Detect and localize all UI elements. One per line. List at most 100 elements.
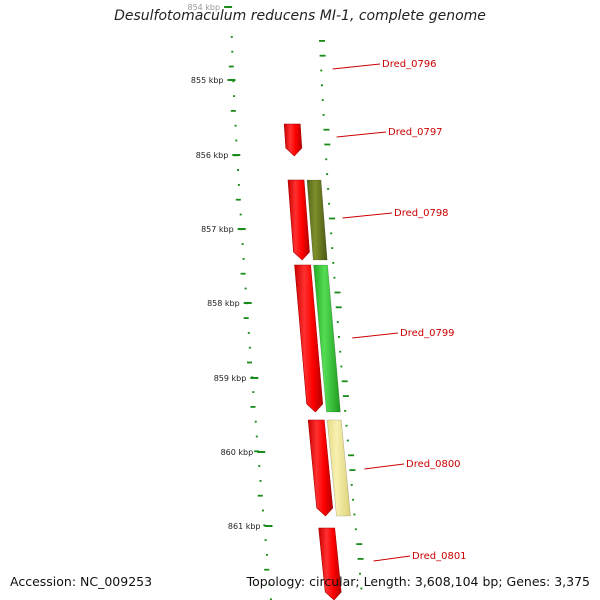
gc-skew-mark — [360, 587, 363, 590]
gc-skew-mark — [232, 80, 235, 83]
gene-track — [283, 123, 351, 600]
gc-skew-mark — [334, 291, 341, 294]
gc-skew-mark — [257, 494, 263, 497]
gc-skew-mark — [264, 539, 267, 541]
gc-skew-mark — [235, 198, 241, 201]
gc-skew-mark — [346, 439, 349, 442]
tick-mark — [243, 302, 252, 304]
gene-block-paired[interactable] — [313, 264, 341, 413]
tick-label: 861 kbp — [228, 522, 261, 531]
gc-skew-mark — [248, 346, 251, 349]
gc-skew-mark — [234, 124, 237, 127]
gene-label[interactable]: Dred_0799 — [400, 328, 455, 339]
gc-skew-mark — [259, 480, 262, 482]
tick-label: 858 kbp — [207, 299, 240, 308]
gene-block-forward[interactable] — [283, 123, 303, 157]
gc-skew-mark — [335, 306, 342, 309]
gc-skew-mark — [242, 258, 245, 260]
gc-skew-mark — [342, 395, 349, 397]
label-leader-line — [332, 63, 381, 70]
tick-mark — [257, 451, 266, 453]
gc-skew-mark — [353, 513, 356, 516]
gc-skew-mark — [250, 406, 256, 408]
gene-label[interactable]: Dred_0798 — [394, 208, 449, 219]
gc-skew-mark — [264, 568, 270, 571]
gene-label[interactable]: Dred_0796 — [382, 59, 437, 70]
map-title: Desulfotomaculum reducens MI-1, complete… — [114, 8, 486, 24]
gene-block-forward[interactable] — [287, 179, 310, 261]
gc-skew-mark — [338, 336, 340, 338]
gc-skew-mark — [344, 410, 347, 412]
gc-skew-mark — [332, 262, 335, 264]
gene-label[interactable]: Dred_0800 — [406, 459, 461, 470]
gc-skew-mark — [252, 391, 255, 393]
gc-skew-mark — [329, 217, 336, 220]
tick-mark — [224, 6, 233, 8]
gc-skew-mark — [339, 350, 342, 353]
gc-skew-mark — [240, 272, 246, 275]
gene-label[interactable]: Dred_0797 — [388, 127, 443, 138]
gc-skew-mark — [231, 50, 234, 53]
gc-skew-mark — [323, 128, 330, 131]
top-fade — [270, 0, 390, 10]
tick-label: 860 kbp — [221, 448, 254, 457]
tick-label: 854 kbp — [187, 3, 220, 12]
tick-label: 855 kbp — [191, 76, 224, 85]
tick-label: 856 kbp — [196, 151, 229, 160]
gc-skew-mark — [324, 143, 331, 146]
gc-skew-mark — [321, 84, 323, 87]
gene-block-forward[interactable] — [294, 264, 324, 413]
gc-skew-mark — [237, 184, 240, 186]
gene-block-paired[interactable] — [326, 419, 351, 517]
gc-skew-mark — [326, 173, 329, 175]
gene-block-paired[interactable] — [306, 179, 328, 261]
gc-skew-mark — [254, 420, 257, 423]
gc-skew-mark — [359, 572, 361, 575]
label-leader-line — [373, 555, 411, 562]
gene-labels: Dred_0796 Dred_0797 Dred_0798 Dred_0799 Dred… — [332, 59, 467, 562]
gc-skew-mark — [350, 484, 353, 486]
gc-skew-mark — [230, 36, 233, 38]
gc-skew-mark — [321, 99, 324, 101]
scale-ticks: 854 kbp 855 kbp 856 kbp 857 kbp 858 kbp 859 k… — [187, 3, 273, 531]
gc-skew-mark — [247, 332, 250, 334]
gc-skew-mark — [241, 243, 244, 245]
gc-skew-mark — [330, 232, 333, 235]
gc-skew-mark — [340, 365, 343, 368]
gc-skew-mark — [325, 158, 328, 161]
gc-skew-mark — [237, 169, 239, 171]
gc-skew-mark — [262, 509, 264, 512]
gc-skew-mark — [336, 321, 339, 323]
gene-block-forward[interactable] — [307, 419, 334, 517]
gc-skew-mark — [230, 110, 236, 112]
gc-skew-mark — [352, 498, 355, 501]
gc-skew-mark — [319, 54, 326, 57]
accession-text: Accession: NC_009253 — [10, 574, 153, 589]
gc-skew-mark — [322, 114, 325, 116]
tick-mark — [237, 228, 246, 230]
gc-skew-mark — [356, 543, 363, 545]
gc-skew-mark — [244, 287, 247, 290]
gc-skew-mark — [354, 528, 357, 531]
label-leader-line — [352, 332, 399, 339]
gc-skew-mark — [243, 317, 249, 319]
gc-skew-mark — [268, 583, 271, 586]
gc-skew-mark — [348, 454, 355, 457]
gc-skew-mark — [255, 435, 258, 438]
gc-skew-mark — [327, 188, 330, 190]
gc-skew-mark — [331, 247, 334, 249]
gc-skew-mark — [319, 40, 325, 42]
gene-label[interactable]: Dred_0801 — [412, 551, 467, 562]
gc-skew-mark — [320, 69, 323, 72]
tick-mark — [250, 377, 259, 379]
gc-skew-mark — [333, 276, 336, 279]
label-leader-line — [364, 463, 405, 470]
gc-skew-mark — [228, 65, 234, 68]
label-leader-line — [336, 131, 387, 138]
gc-skew-mark — [265, 554, 268, 556]
gc-skew-mark — [254, 450, 260, 453]
gc-skew-mark — [263, 524, 266, 527]
gene-block-forward[interactable] — [318, 527, 342, 600]
topology-text: Topology: circular; Length: 3,608,104 bp… — [246, 574, 590, 589]
